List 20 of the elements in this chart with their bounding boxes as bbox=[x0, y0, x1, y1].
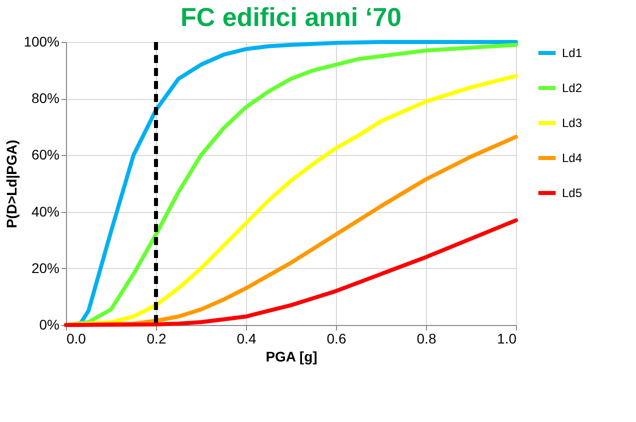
y-tick-label: 100% bbox=[24, 34, 60, 50]
y-axis-title: P(D>Ld|PGA) bbox=[4, 140, 21, 228]
y-tick-label: 40% bbox=[31, 203, 60, 220]
legend-label: Ld2 bbox=[562, 81, 582, 95]
x-tick-label: 0.4 bbox=[236, 330, 256, 346]
y-tick-label: 20% bbox=[31, 260, 60, 276]
x-tick-label: 1.0 bbox=[497, 330, 517, 346]
x-axis-title: PGA [g] bbox=[266, 348, 318, 364]
x-tick-label: 0.6 bbox=[326, 330, 346, 346]
legend-label: Ld1 bbox=[562, 46, 582, 60]
legend-label: Ld4 bbox=[562, 151, 582, 165]
legend-label: Ld5 bbox=[562, 186, 582, 200]
y-tick-label: 80% bbox=[31, 90, 60, 106]
x-tick-label: 0.8 bbox=[416, 330, 436, 346]
x-tick-label: 0.2 bbox=[146, 330, 166, 346]
chart-title: FC edifici anni ‘70 bbox=[180, 2, 402, 32]
y-tick-label: 0% bbox=[39, 316, 60, 332]
legend-label: Ld3 bbox=[562, 116, 582, 130]
x-tick-label: 0.0 bbox=[66, 330, 86, 346]
y-tick-label: 60% bbox=[31, 146, 60, 163]
